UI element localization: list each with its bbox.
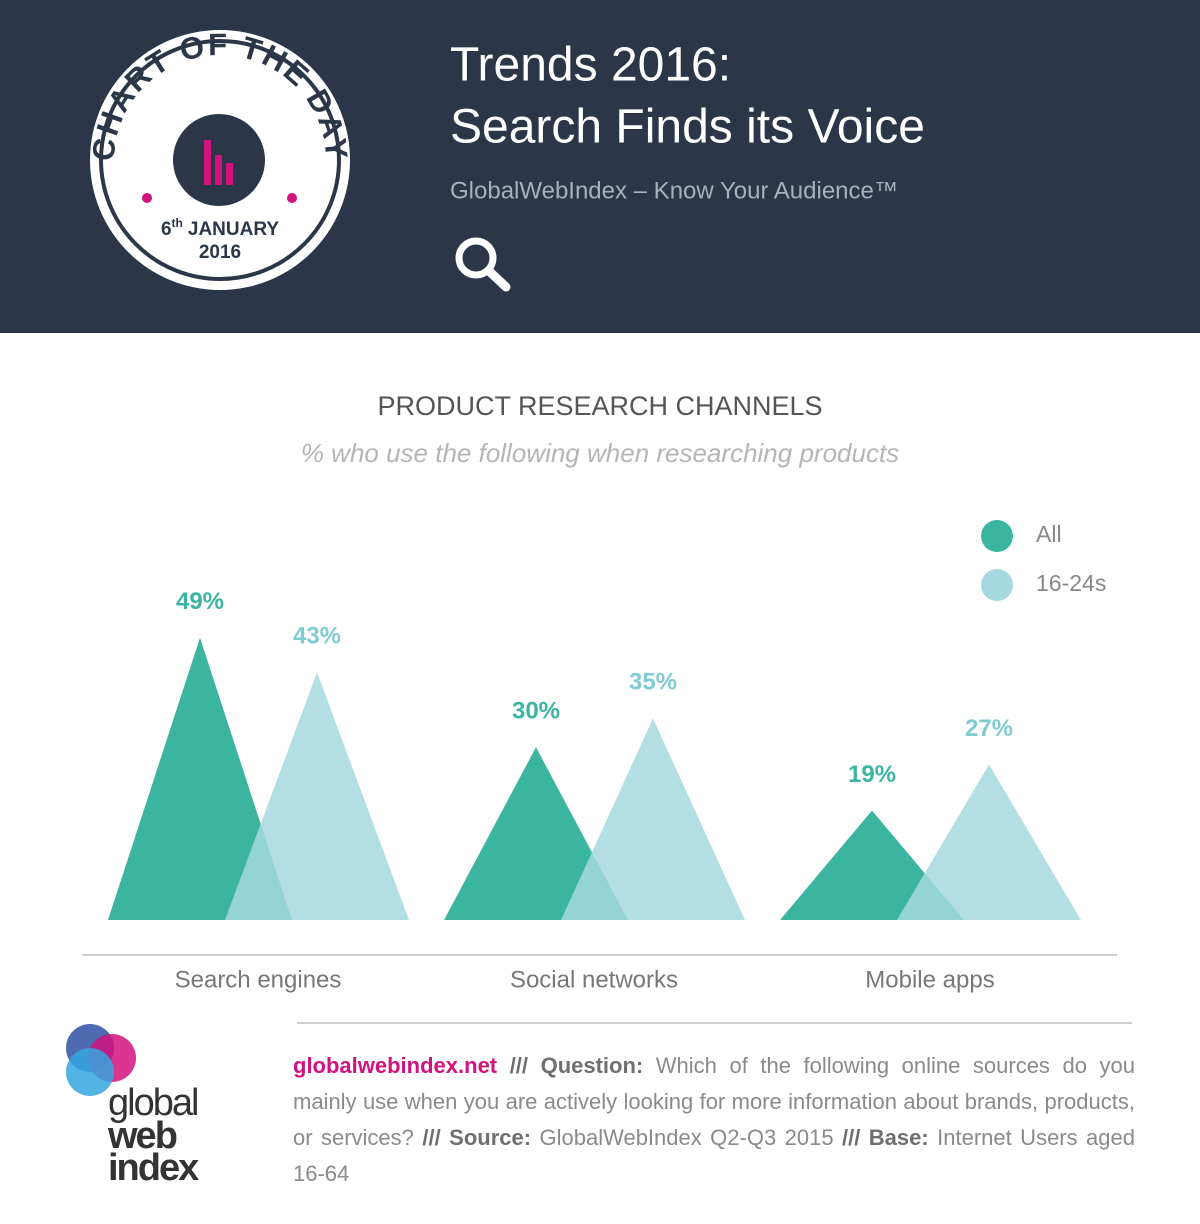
legend-label: 16-24s [1036, 570, 1106, 596]
search-icon [455, 237, 497, 279]
base-label: Base: [868, 1125, 929, 1150]
badge-month: JANUARY [188, 219, 279, 240]
badge-day-suffix: th [172, 216, 183, 230]
badge-dot [287, 193, 297, 203]
logo-text: global [108, 1082, 197, 1124]
legend-swatch [981, 520, 1013, 552]
separator: /// [509, 1053, 529, 1078]
badge-icon [215, 155, 222, 185]
logo-text: web [107, 1115, 177, 1157]
header-subtitle: GlobalWebIndex – Know Your Audience™ [450, 177, 898, 204]
header-title: Search Finds its Voice [450, 101, 925, 154]
value-label: 43% [293, 623, 341, 650]
legend-label: All [1036, 521, 1062, 547]
question-label: Question: [540, 1053, 644, 1078]
separator: /// [842, 1125, 861, 1150]
chart-title: PRODUCT RESEARCH CHANNELS [377, 391, 822, 421]
badge-year: 2016 [199, 242, 241, 263]
source: GlobalWebIndex Q2-Q3 2015 [539, 1125, 834, 1150]
value-label: 30% [512, 698, 560, 725]
triangle [897, 764, 1081, 920]
badge-day: 6 [161, 219, 172, 240]
search-icon [484, 266, 511, 292]
x-tick-label: Search engines [175, 966, 342, 993]
logo-circle [66, 1048, 114, 1096]
site: globalwebindex.net [293, 1053, 498, 1078]
x-tick-label: Social networks [510, 966, 678, 993]
base: Internet Users aged 16-64 [293, 1125, 1136, 1186]
x-tick-label: Mobile apps [865, 966, 994, 993]
triangle [561, 718, 745, 920]
question: Which of the following online sources do… [293, 1053, 1135, 1150]
value-label: 27% [965, 715, 1013, 742]
footnote: globalwebindex.net /// Question: Which o… [293, 1048, 1135, 1192]
badge-dot [142, 193, 152, 203]
triangle [108, 637, 292, 920]
badge-date: 6th JANUARY [161, 216, 279, 240]
source-label: Source: [449, 1125, 532, 1150]
legend-swatch [981, 569, 1013, 601]
badge-icon [204, 140, 211, 185]
separator: /// [422, 1125, 441, 1150]
triangle [225, 672, 409, 920]
badge-icon [226, 163, 233, 185]
chart-subtitle: % who use the following when researching… [301, 438, 899, 468]
header-title: Trends 2016: [450, 39, 731, 92]
value-label: 35% [629, 669, 677, 696]
value-label: 49% [176, 588, 224, 615]
badge-ring [99, 39, 341, 281]
value-label: 19% [848, 761, 896, 788]
logo-text: index [108, 1147, 199, 1189]
